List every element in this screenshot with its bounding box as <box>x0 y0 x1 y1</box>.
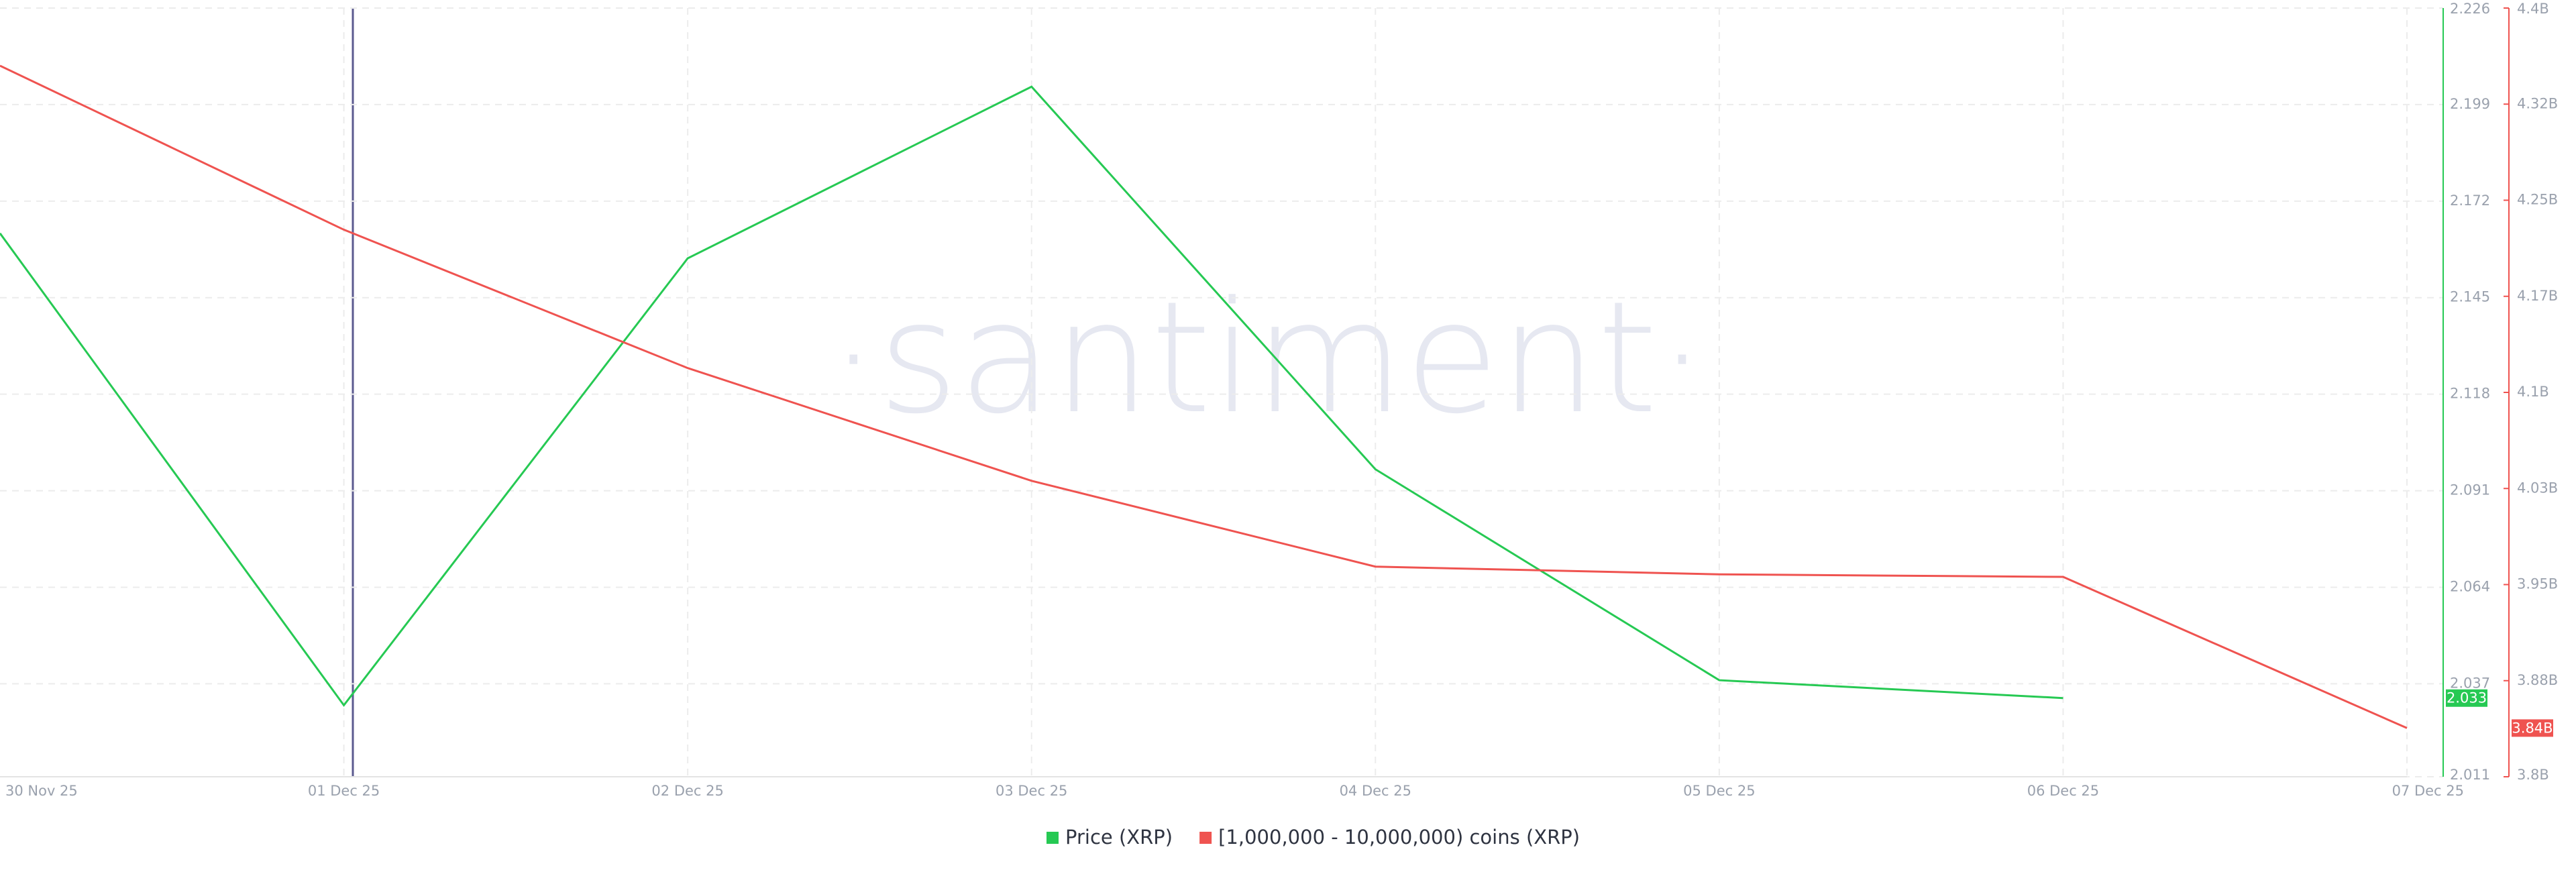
last-value-label: 3.84B <box>2512 720 2553 736</box>
y-tick-label: 2.064 <box>2450 578 2490 594</box>
last-value-label: 2.033 <box>2447 690 2487 706</box>
series-line <box>0 85 2063 707</box>
y-tick-label: 2.037 <box>2450 675 2490 691</box>
y2-tick-label: 4.25B <box>2517 192 2558 208</box>
y2-tick-label: 4.03B <box>2517 480 2558 496</box>
y-tick-label: 2.118 <box>2450 386 2490 402</box>
x-tick-label: 03 Dec 25 <box>996 783 1067 799</box>
x-tick-label: 07 Dec 25 <box>2392 783 2464 799</box>
y2-tick-label: 3.95B <box>2517 576 2558 592</box>
y-tick-label: 2.145 <box>2450 289 2490 305</box>
legend-label: Price (XRP) <box>1065 826 1173 849</box>
x-tick-label: 30 Nov 25 <box>5 783 78 799</box>
last-value-badge <box>2446 689 2487 707</box>
y-tick-label: 2.199 <box>2450 96 2490 112</box>
y2-tick-label: 4.4B <box>2517 1 2549 17</box>
series-line <box>0 64 2408 729</box>
x-tick-label: 05 Dec 25 <box>1683 783 1755 799</box>
y-tick-label: 2.226 <box>2450 1 2490 17</box>
legend-swatch <box>1046 832 1059 844</box>
y2-tick-label: 3.8B <box>2517 767 2549 783</box>
y-tick-label: 2.172 <box>2450 193 2490 209</box>
y2-tick-label: 4.32B <box>2517 95 2558 111</box>
watermark: ·santiment· <box>829 269 1707 448</box>
x-tick-label: 04 Dec 25 <box>1340 783 1411 799</box>
x-tick-label: 02 Dec 25 <box>651 783 723 799</box>
legend-swatch <box>1199 832 1212 844</box>
legend-label: [1,000,000 - 10,000,000) coins (XRP) <box>1218 826 1580 849</box>
y2-tick-label: 4.1B <box>2517 384 2549 400</box>
x-tick-label: 01 Dec 25 <box>308 783 380 799</box>
legend: Price (XRP) [1,000,000 - 10,000,000) coin… <box>1046 826 1580 849</box>
y2-tick-label: 4.17B <box>2517 288 2558 304</box>
y2-tick-label: 3.88B <box>2517 672 2558 688</box>
last-value-badge <box>2512 719 2553 737</box>
y-tick-label: 2.091 <box>2450 482 2490 498</box>
x-tick-label: 06 Dec 25 <box>2027 783 2099 799</box>
y-tick-label: 2.011 <box>2450 767 2490 783</box>
